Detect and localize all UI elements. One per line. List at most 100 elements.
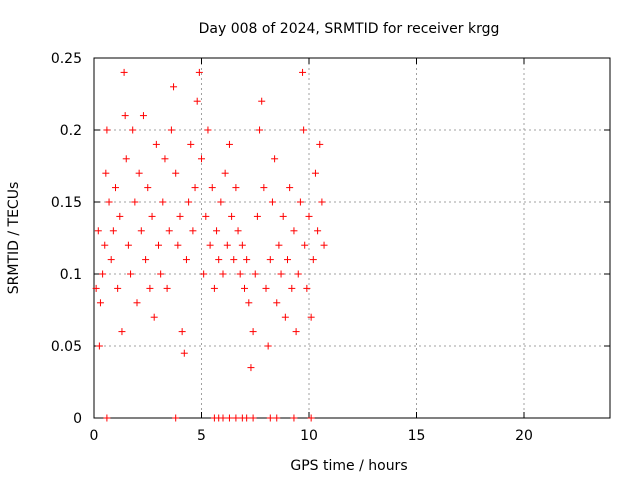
data-point: [281, 313, 289, 321]
data-point: [228, 212, 236, 220]
data-point: [290, 227, 298, 235]
data-point: [284, 256, 291, 264]
data-point: [256, 126, 264, 134]
data-point: [232, 414, 240, 422]
data-point: [180, 349, 188, 357]
data-point: [290, 414, 298, 422]
data-point: [107, 256, 115, 264]
chart-title: Day 008 of 2024, SRMTID for receiver krg…: [199, 21, 500, 37]
data-point: [206, 241, 214, 249]
x-tick-label: 15: [408, 428, 426, 444]
data-point: [112, 184, 119, 192]
data-points: [92, 68, 328, 422]
data-point: [241, 284, 248, 292]
data-point: [202, 212, 210, 220]
data-point: [316, 140, 324, 148]
data-point: [191, 184, 199, 192]
data-point: [279, 212, 287, 220]
data-point: [286, 184, 294, 192]
data-point: [288, 284, 296, 292]
data-point: [300, 126, 308, 134]
data-point: [161, 155, 169, 163]
data-point: [221, 169, 229, 177]
data-point: [318, 198, 326, 206]
data-point: [225, 414, 233, 422]
plot-frame: [93, 57, 611, 419]
data-point: [176, 212, 184, 220]
data-point: [155, 241, 162, 249]
data-point: [103, 414, 111, 422]
data-point: [219, 270, 227, 278]
y-tick-label: 0.15: [51, 195, 82, 211]
y-tick-label: 0: [73, 411, 82, 427]
data-point: [307, 414, 315, 422]
data-point: [193, 97, 201, 105]
data-point: [219, 414, 227, 422]
data-point: [230, 256, 238, 264]
x-tick-label: 20: [515, 428, 533, 444]
data-point: [118, 328, 126, 336]
data-point: [137, 227, 145, 235]
axis-ticks: 0 5 10 15 20 0 0.05 0.1 0.15 0.2 0.25: [51, 51, 610, 444]
data-point: [236, 270, 244, 278]
data-point: [146, 284, 154, 292]
data-point: [122, 155, 130, 163]
data-point: [189, 227, 197, 235]
grid-lines: [94, 58, 610, 418]
data-point: [139, 112, 147, 120]
data-point: [251, 270, 259, 278]
data-point: [182, 256, 190, 264]
data-point: [275, 241, 283, 249]
data-point: [245, 299, 253, 307]
data-point: [243, 256, 251, 264]
x-axis-label: GPS time / hours: [290, 458, 407, 474]
data-point: [187, 140, 195, 148]
data-point: [142, 256, 150, 264]
data-point: [178, 328, 186, 336]
data-point: [148, 212, 156, 220]
data-point: [114, 284, 122, 292]
data-point: [109, 227, 117, 235]
data-point: [307, 313, 315, 321]
data-point: [94, 227, 102, 235]
data-point: [266, 414, 274, 422]
data-point: [105, 198, 113, 206]
data-point: [271, 155, 279, 163]
data-point: [232, 184, 240, 192]
data-point: [223, 241, 231, 249]
data-point: [101, 241, 109, 249]
data-point: [311, 169, 319, 177]
data-point: [210, 284, 218, 292]
data-point: [266, 256, 274, 264]
y-tick-label: 0.25: [51, 51, 82, 67]
data-point: [103, 126, 111, 134]
data-point: [95, 342, 103, 350]
data-point: [234, 227, 242, 235]
data-point: [124, 241, 132, 249]
data-point: [150, 313, 158, 321]
x-tick-label: 10: [300, 428, 318, 444]
data-point: [127, 270, 135, 278]
data-point: [133, 299, 141, 307]
data-point: [121, 112, 129, 120]
data-point: [296, 198, 304, 206]
data-point: [213, 227, 221, 235]
data-point: [99, 270, 107, 278]
data-point: [238, 241, 246, 249]
data-point: [247, 364, 255, 372]
data-point: [292, 328, 300, 336]
data-point: [165, 227, 173, 235]
data-point: [273, 414, 281, 422]
data-point: [152, 140, 160, 148]
data-point: [294, 270, 302, 278]
data-point: [243, 414, 251, 422]
data-point: [305, 212, 313, 220]
data-point: [144, 184, 152, 192]
data-point: [225, 140, 233, 148]
data-point: [116, 212, 124, 220]
x-tick-label: 0: [90, 428, 99, 444]
data-point: [170, 83, 178, 91]
data-point: [215, 256, 223, 264]
y-tick-label: 0.05: [51, 339, 82, 355]
data-point: [303, 284, 311, 292]
